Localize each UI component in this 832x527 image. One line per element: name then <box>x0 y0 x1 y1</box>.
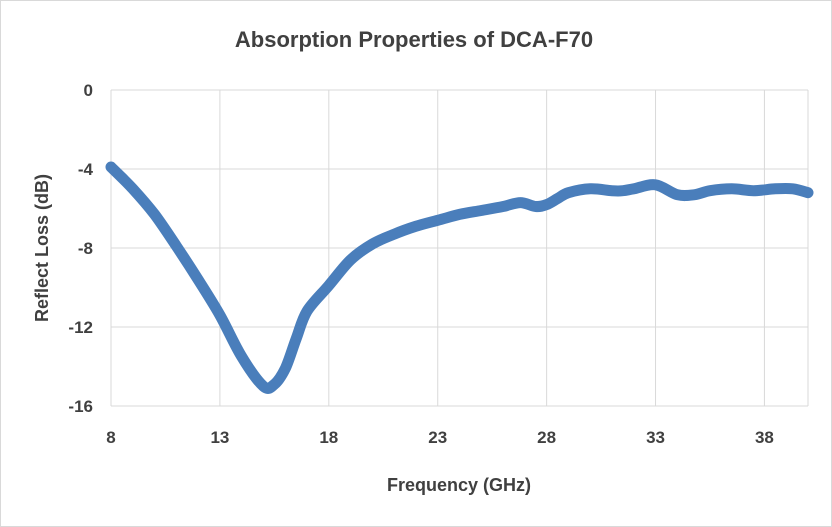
tick-labels: 0 -4 -8 -12 -16 8 13 18 23 28 33 38 <box>68 81 773 447</box>
series-layer <box>105 161 814 394</box>
series-line-dca-f70 <box>105 161 814 394</box>
y-tick-label: -4 <box>78 160 94 179</box>
grid <box>110 89 809 407</box>
x-tick-label: 28 <box>537 428 556 447</box>
y-tick-label: 0 <box>84 81 93 100</box>
x-tick-label: 13 <box>210 428 229 447</box>
x-tick-label: 38 <box>755 428 774 447</box>
y-tick-label: -8 <box>78 239 93 258</box>
y-axis-label: Reflect Loss (dB) <box>32 174 52 322</box>
y-tick-label: -12 <box>68 318 93 337</box>
x-tick-label: 33 <box>646 428 665 447</box>
x-tick-label: 18 <box>319 428 338 447</box>
x-axis-label: Frequency (GHz) <box>387 475 531 495</box>
x-tick-label: 8 <box>106 428 115 447</box>
x-tick-label: 23 <box>428 428 447 447</box>
y-tick-label: -16 <box>68 397 93 416</box>
chart-title: Absorption Properties of DCA-F70 <box>235 27 593 52</box>
